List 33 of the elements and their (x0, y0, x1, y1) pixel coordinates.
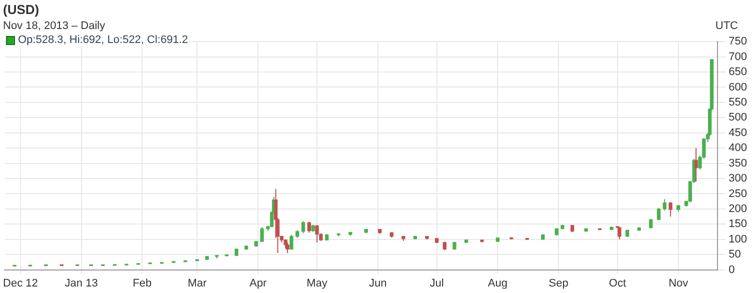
y-tick-label: 100 (728, 233, 748, 246)
y-tick-label: 650 (728, 66, 748, 78)
x-tick-label: May (306, 277, 328, 290)
y-tick-label: 400 (728, 142, 748, 154)
text: UTC (715, 20, 738, 32)
x-tick-label: Oct (608, 277, 626, 290)
y-tick-label: 450 (728, 126, 748, 139)
annotation: Op:528.3, Hi:692, Lo:522, Cl:691.2 (18, 34, 188, 46)
x-tick-label: Sep (548, 277, 568, 290)
y-tick-label: 50 (728, 248, 741, 261)
y-tick-label: 750 (728, 36, 748, 48)
x-tick-label: Nov (668, 277, 689, 290)
candlestick (480, 239, 484, 243)
y-tick-label: 250 (728, 188, 748, 200)
y-tick-label: 600 (728, 81, 748, 94)
x-tick-label: Apr (250, 277, 267, 290)
chart-title: (USD) (3, 2, 40, 17)
chart-subtitle: Nov 18, 2013 – Daily (3, 20, 106, 32)
y-tick-label: 200 (728, 202, 748, 215)
y-tick-label: 550 (728, 96, 748, 108)
x-tick-label: Dec 12 (2, 277, 38, 290)
y-tick-label: 300 (728, 172, 748, 185)
x-tick-label: Jul (430, 277, 444, 290)
y-tick-label: 500 (728, 112, 748, 124)
y-tick-label: 0 (728, 264, 735, 276)
x-tick-label: Mar (188, 277, 207, 290)
x-tick-label: Jan 13 (64, 277, 98, 290)
x-tick-label: Feb (132, 277, 152, 290)
x-tick-label: Jun (369, 277, 387, 290)
y-tick-label: 350 (728, 157, 748, 170)
y-tick-label: 700 (728, 50, 748, 63)
y-tick-label: 150 (728, 218, 748, 230)
x-tick-label: Aug (488, 277, 508, 290)
